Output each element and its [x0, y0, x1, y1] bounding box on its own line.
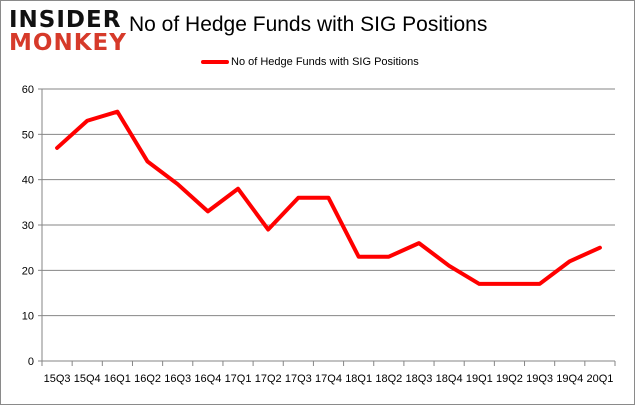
legend: No of Hedge Funds with SIG Positions — [201, 56, 419, 68]
chart-title: No of Hedge Funds with SIG Positions — [129, 13, 488, 36]
x-tick-label: 17Q2 — [255, 373, 282, 385]
x-tick-label: 16Q1 — [104, 373, 131, 385]
x-tick-label: 19Q1 — [466, 373, 493, 385]
y-tick-label: 10 — [22, 311, 34, 323]
x-tick-label: 18Q3 — [406, 373, 433, 385]
legend-swatch — [201, 60, 229, 64]
x-tick-label: 16Q3 — [164, 373, 191, 385]
x-tick-label: 15Q4 — [74, 373, 101, 385]
y-tick-label: 40 — [22, 175, 34, 187]
legend-label: No of Hedge Funds with SIG Positions — [231, 56, 419, 68]
y-tick-label: 30 — [22, 220, 34, 232]
x-tick-label: 16Q4 — [194, 373, 221, 385]
y-tick-label: 50 — [22, 129, 34, 141]
x-tick-label: 16Q2 — [134, 373, 161, 385]
y-tick-label: 60 — [22, 84, 34, 96]
logo-line2: MONKEY — [9, 30, 127, 56]
x-tick-label: 17Q3 — [285, 373, 312, 385]
x-tick-label: 20Q1 — [586, 373, 613, 385]
x-tick-label: 18Q4 — [436, 373, 463, 385]
insider-monkey-logo: INSIDER MONKEY — [9, 9, 127, 55]
x-tick-label: 17Q1 — [225, 373, 252, 385]
x-tick-label: 17Q4 — [315, 373, 342, 385]
logo-line1: INSIDER — [9, 7, 122, 33]
y-tick-label: 20 — [22, 265, 34, 277]
x-tick-label: 19Q2 — [496, 373, 523, 385]
x-tick-label: 19Q4 — [556, 373, 583, 385]
x-tick-label: 15Q3 — [44, 373, 71, 385]
x-tick-label: 18Q2 — [375, 373, 402, 385]
y-tick-label: 0 — [28, 356, 34, 368]
x-tick-label: 19Q3 — [526, 373, 553, 385]
x-tick-label: 18Q1 — [345, 373, 372, 385]
